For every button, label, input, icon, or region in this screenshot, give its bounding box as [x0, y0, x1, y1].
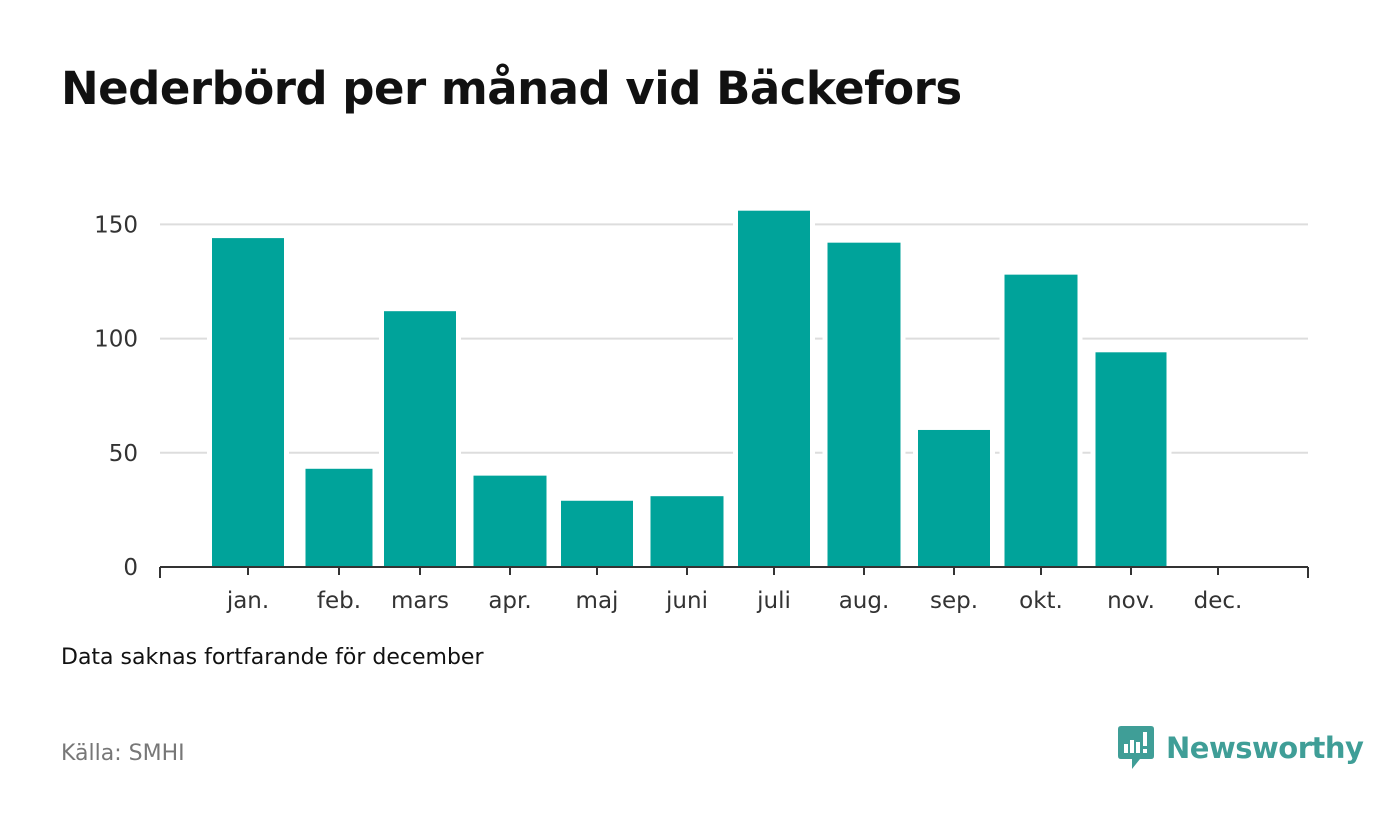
bar-jan.: [212, 238, 284, 567]
x-tick-label: okt.: [1019, 588, 1063, 614]
x-tick-label: dec.: [1194, 588, 1243, 614]
bar-juli: [738, 210, 810, 568]
x-tick-label: sep.: [930, 588, 978, 614]
x-tick-label: jan.: [226, 588, 269, 614]
bar-aug.: [827, 242, 901, 567]
bar-maj: [561, 500, 633, 567]
x-tick-label: juni: [665, 588, 708, 614]
source-label: Källa: SMHI: [61, 741, 185, 766]
bar-nov.: [1095, 352, 1167, 567]
y-tick-label: 150: [94, 212, 138, 238]
bar-sep.: [918, 429, 990, 567]
bar-apr.: [473, 475, 547, 567]
bar-okt.: [1004, 274, 1078, 567]
bar-mars: [384, 311, 456, 567]
x-tick-label: apr.: [488, 588, 531, 614]
x-tick-label: feb.: [317, 588, 361, 614]
bar-juni: [650, 496, 724, 567]
axis-labels: 0 50 100 150 jan. feb. mars apr. maj juni juli aug.…: [94, 212, 1242, 614]
logo-text: Newsworthy: [1166, 731, 1364, 765]
y-tick-label: 50: [109, 441, 138, 467]
x-tick-label: juli: [756, 588, 791, 614]
x-tick-label: mars: [391, 588, 449, 614]
chart-note: Data saknas fortfarande för december: [61, 645, 484, 670]
x-tick-label: aug.: [839, 588, 890, 614]
x-tick-label: nov.: [1107, 588, 1155, 614]
y-tick-label: 0: [123, 555, 138, 581]
bar-feb.: [305, 468, 373, 567]
newsworthy-logo-icon: [1118, 726, 1154, 769]
x-axis: [159, 566, 1309, 578]
chart-title: Nederbörd per månad vid Bäckefors: [61, 62, 962, 115]
x-tick-label: maj: [576, 588, 619, 614]
y-tick-label: 100: [94, 327, 138, 353]
newsworthy-logo: Newsworthy: [1118, 726, 1364, 770]
bars: [207, 207, 1172, 568]
